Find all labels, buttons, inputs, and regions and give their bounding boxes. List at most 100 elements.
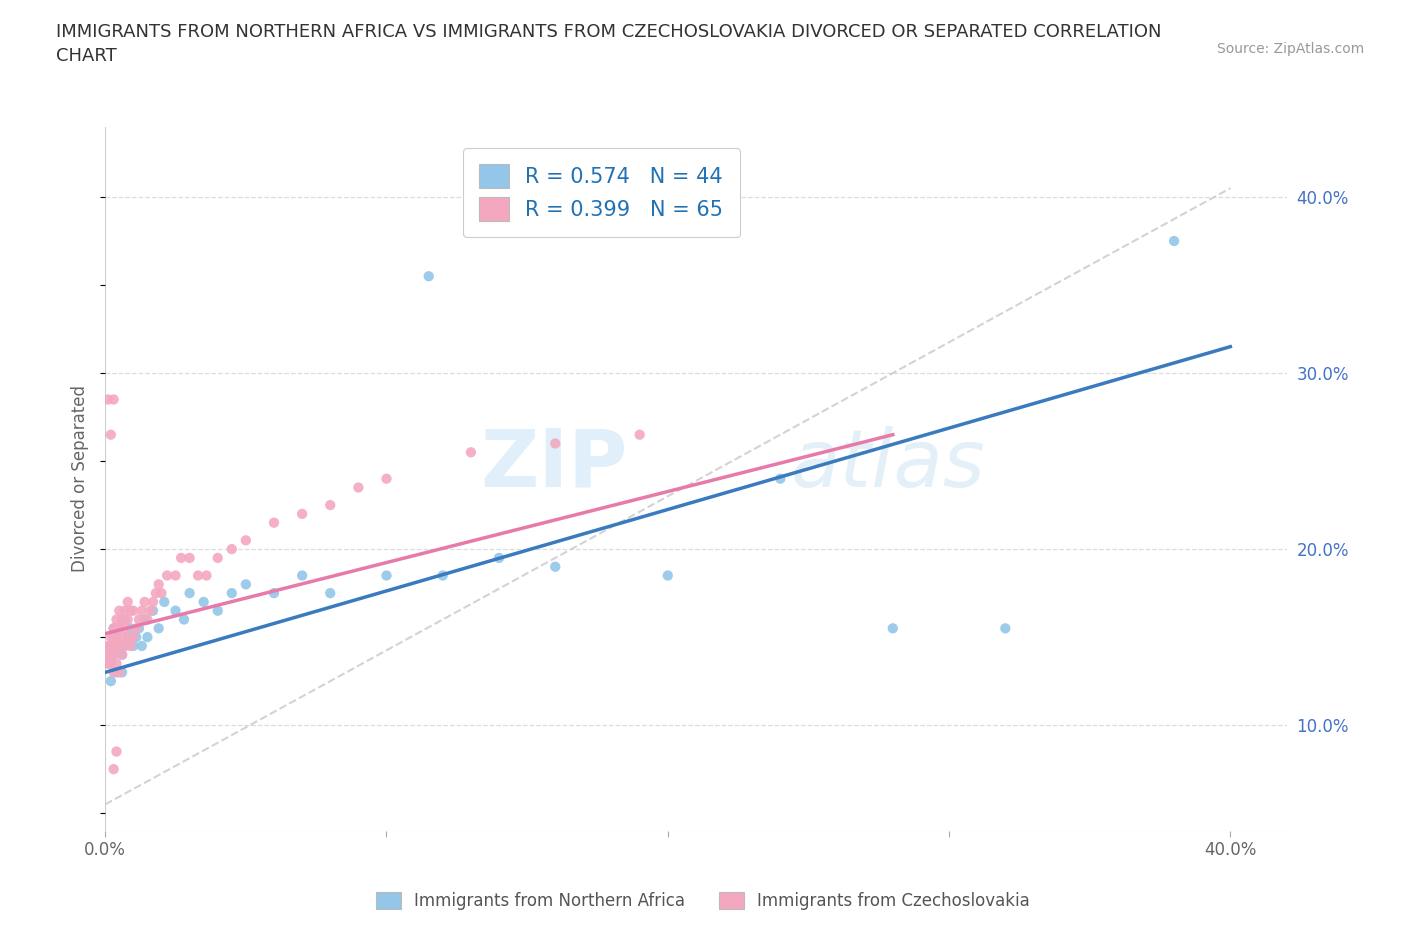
- Point: [136, 612, 159, 627]
- Point: [179, 586, 201, 601]
- Point: [105, 744, 128, 759]
- Point: [117, 612, 139, 627]
- Point: [173, 612, 195, 627]
- Point: [263, 515, 285, 530]
- Point: [165, 568, 187, 583]
- Point: [100, 673, 122, 688]
- Point: [114, 621, 136, 636]
- Point: [994, 621, 1017, 636]
- Point: [108, 621, 131, 636]
- Point: [103, 392, 125, 407]
- Point: [544, 436, 567, 451]
- Point: [103, 621, 125, 636]
- Point: [134, 612, 156, 627]
- Point: [122, 604, 145, 618]
- Point: [103, 647, 125, 662]
- Point: [235, 533, 257, 548]
- Point: [117, 630, 139, 644]
- Point: [111, 647, 134, 662]
- Point: [319, 586, 342, 601]
- Point: [114, 604, 136, 618]
- Point: [207, 551, 229, 565]
- Point: [235, 577, 257, 591]
- Point: [125, 630, 148, 644]
- Point: [122, 630, 145, 644]
- Point: [291, 507, 314, 522]
- Point: [128, 612, 150, 627]
- Point: [179, 551, 201, 565]
- Point: [375, 568, 398, 583]
- Text: IMMIGRANTS FROM NORTHERN AFRICA VS IMMIGRANTS FROM CZECHOSLOVAKIA DIVORCED OR SE: IMMIGRANTS FROM NORTHERN AFRICA VS IMMIG…: [56, 23, 1161, 65]
- Point: [488, 551, 510, 565]
- Point: [103, 630, 125, 644]
- Point: [148, 577, 170, 591]
- Point: [108, 639, 131, 654]
- Point: [105, 621, 128, 636]
- Point: [97, 392, 120, 407]
- Point: [136, 630, 159, 644]
- Point: [628, 427, 651, 442]
- Point: [111, 647, 134, 662]
- Point: [221, 586, 243, 601]
- Point: [134, 594, 156, 609]
- Point: [103, 621, 125, 636]
- Text: atlas: atlas: [790, 426, 986, 504]
- Point: [150, 586, 173, 601]
- Point: [544, 559, 567, 574]
- Point: [153, 594, 176, 609]
- Point: [131, 604, 153, 618]
- Point: [148, 621, 170, 636]
- Point: [1163, 233, 1185, 248]
- Text: Source: ZipAtlas.com: Source: ZipAtlas.com: [1216, 42, 1364, 56]
- Point: [375, 472, 398, 486]
- Point: [125, 621, 148, 636]
- Point: [105, 665, 128, 680]
- Point: [114, 639, 136, 654]
- Point: [103, 762, 125, 777]
- Point: [120, 604, 142, 618]
- Point: [122, 639, 145, 654]
- Point: [418, 269, 440, 284]
- Point: [108, 604, 131, 618]
- Point: [105, 612, 128, 627]
- Point: [156, 568, 179, 583]
- Point: [108, 639, 131, 654]
- Point: [769, 472, 792, 486]
- Point: [432, 568, 454, 583]
- Point: [103, 647, 125, 662]
- Point: [657, 568, 679, 583]
- Point: [97, 656, 120, 671]
- Point: [114, 612, 136, 627]
- Point: [120, 639, 142, 654]
- Point: [103, 639, 125, 654]
- Point: [142, 594, 165, 609]
- Point: [882, 621, 904, 636]
- Point: [187, 568, 209, 583]
- Point: [100, 639, 122, 654]
- Point: [100, 656, 122, 671]
- Point: [105, 656, 128, 671]
- Point: [142, 604, 165, 618]
- Point: [291, 568, 314, 583]
- Point: [165, 604, 187, 618]
- Point: [100, 427, 122, 442]
- Point: [347, 480, 370, 495]
- Point: [170, 551, 193, 565]
- Point: [117, 630, 139, 644]
- Point: [97, 639, 120, 654]
- Point: [117, 594, 139, 609]
- Point: [97, 647, 120, 662]
- Point: [193, 594, 215, 609]
- Point: [105, 633, 128, 648]
- Point: [111, 665, 134, 680]
- Point: [111, 630, 134, 644]
- Point: [108, 621, 131, 636]
- Point: [145, 586, 167, 601]
- Point: [100, 639, 122, 654]
- Point: [105, 630, 128, 644]
- Point: [100, 630, 122, 644]
- Y-axis label: Divorced or Separated: Divorced or Separated: [72, 385, 89, 572]
- Point: [460, 445, 482, 459]
- Point: [103, 665, 125, 680]
- Point: [100, 647, 122, 662]
